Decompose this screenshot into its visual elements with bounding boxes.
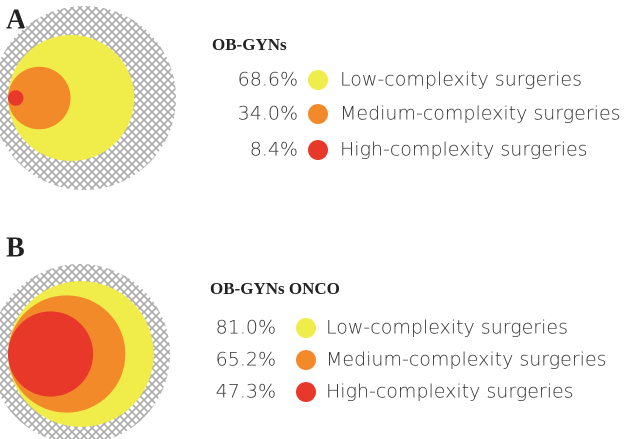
legend-marker xyxy=(308,70,328,90)
legend-label: Medium-complexity surgeries xyxy=(340,103,621,125)
value-label: 8.4% xyxy=(250,139,298,161)
legend-marker xyxy=(296,350,316,370)
circle xyxy=(7,90,24,106)
legend-marker xyxy=(308,104,328,124)
panel-label: A xyxy=(6,4,27,35)
legend-label: High-complexity surgeries xyxy=(340,139,588,161)
legend-marker xyxy=(296,318,316,338)
value-label: 81.0% xyxy=(216,317,276,339)
value-label: 47.3% xyxy=(216,381,276,403)
legend-label: Low-complexity surgeries xyxy=(340,69,582,91)
value-label: 34.0% xyxy=(238,103,298,125)
legend-marker xyxy=(308,140,328,160)
legend-label: Low-complexity surgeries xyxy=(326,317,568,339)
legend-marker xyxy=(296,382,316,402)
panel-label: B xyxy=(6,232,25,263)
circle xyxy=(8,311,94,397)
legend-label: Medium-complexity surgeries xyxy=(326,349,607,371)
chart-title: OB-GYNs xyxy=(212,35,287,54)
circle xyxy=(7,66,71,130)
value-label: 68.6% xyxy=(238,69,298,91)
value-label: 65.2% xyxy=(216,349,276,371)
legend-label: High-complexity surgeries xyxy=(326,381,574,403)
circle xyxy=(8,34,135,162)
chart-title: OB-GYNs ONCO xyxy=(210,279,340,298)
